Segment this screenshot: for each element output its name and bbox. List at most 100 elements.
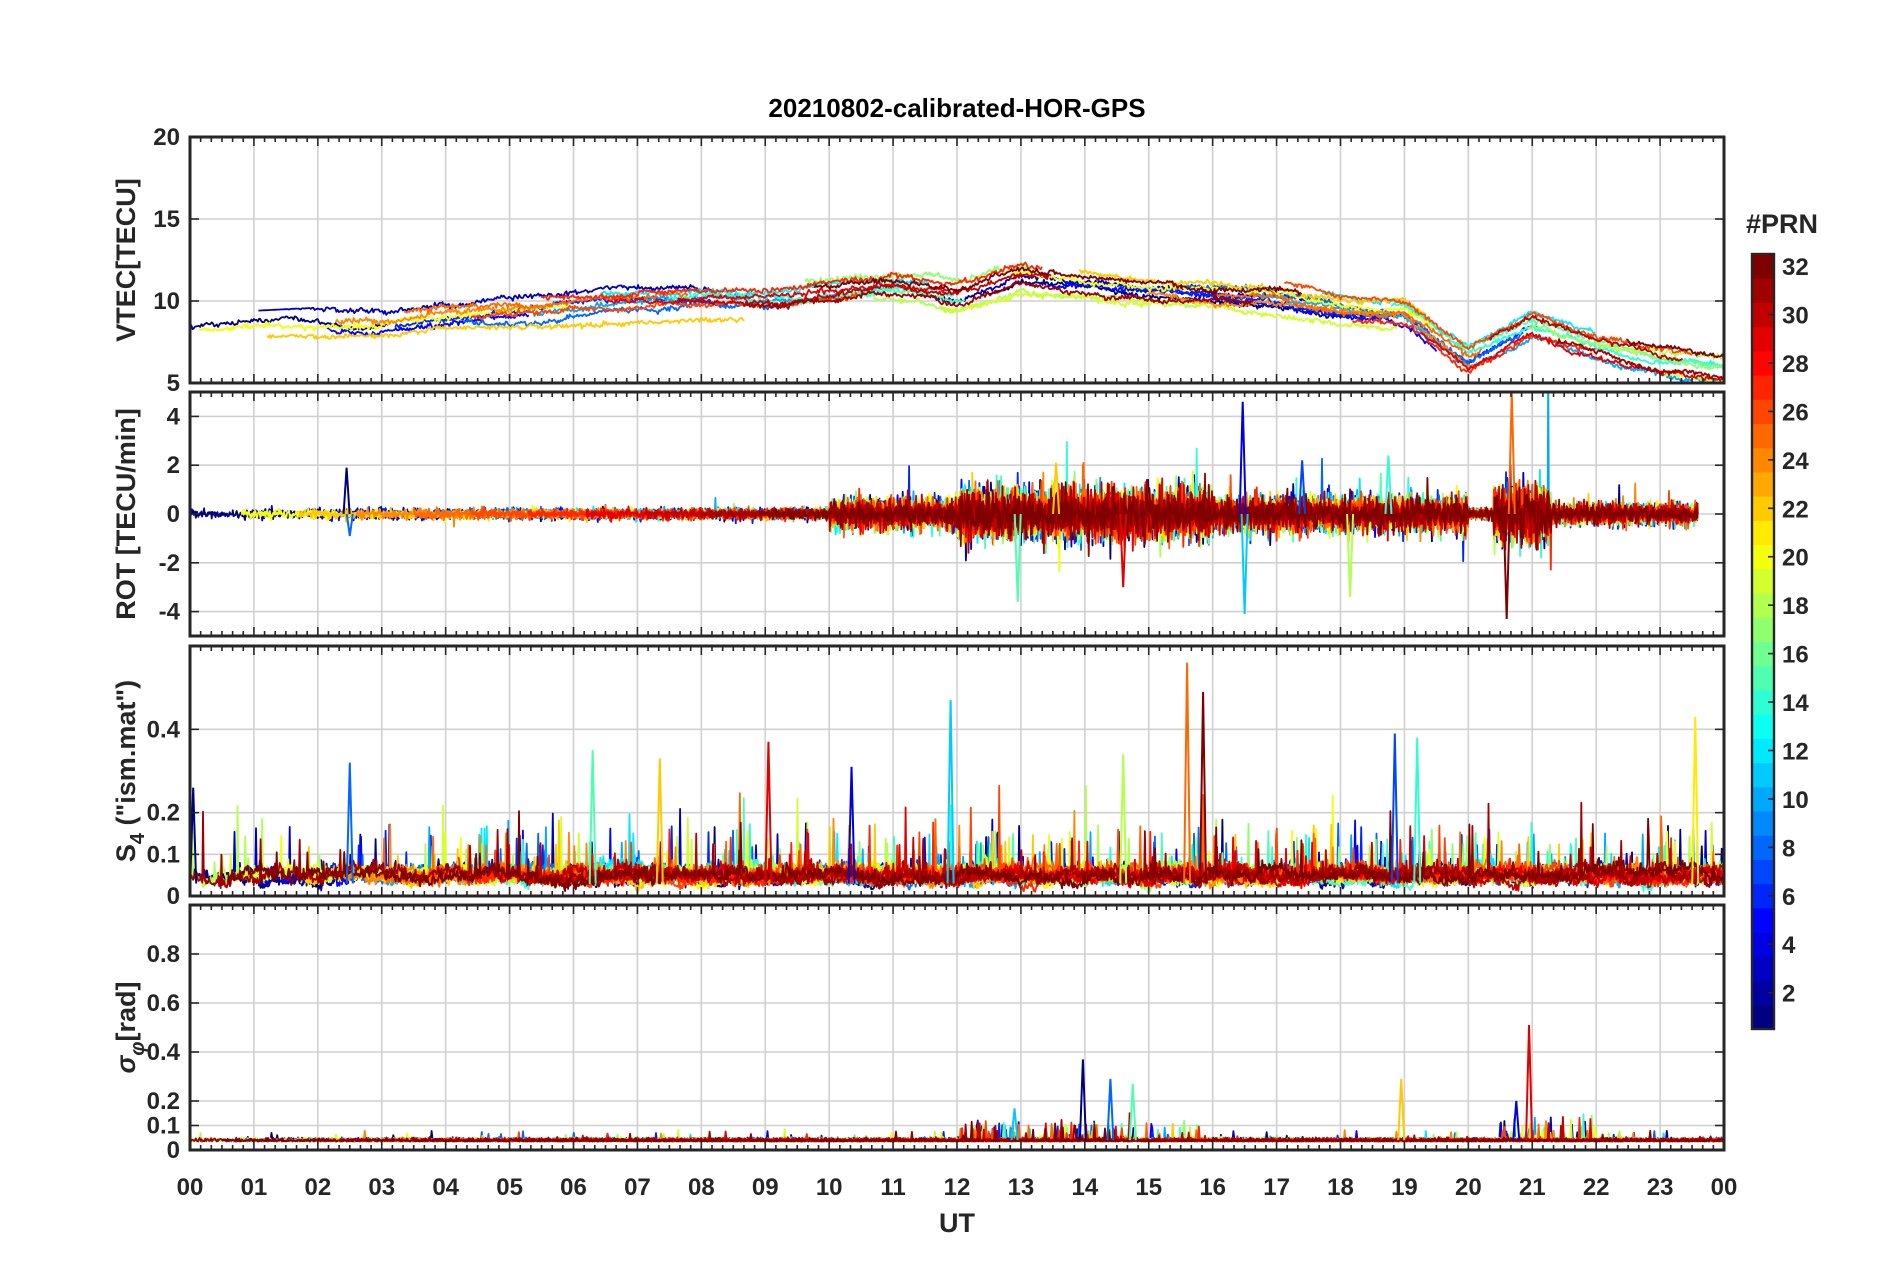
peak-mark — [764, 741, 773, 884]
x-tick-label: 18 — [1327, 1174, 1354, 1201]
colorbar-tick-label: 2 — [1782, 981, 1795, 1008]
x-tick-label: 02 — [304, 1174, 331, 1201]
series-prn-32 — [758, 464, 1699, 551]
colorbar-segment — [1752, 883, 1774, 909]
panel-4: 00.10.2 0.4 0.6 0.8 σφ[rad] — [111, 903, 1726, 1164]
x-tick-label: 06 — [560, 1174, 587, 1201]
y-axis-label: S4 ("ism.mat") — [111, 680, 149, 862]
y-tick-label: 0.4 — [147, 716, 181, 743]
peak-mark — [345, 762, 354, 884]
colorbar-segment — [1752, 714, 1774, 739]
x-tick-label: 16 — [1199, 1174, 1226, 1201]
colorbar-frame — [1750, 252, 1776, 1031]
peak-mark — [1512, 1100, 1521, 1141]
peak-mark — [847, 766, 856, 884]
x-tick-label: 21 — [1519, 1174, 1546, 1201]
series-prn-31 — [745, 280, 1255, 310]
colorbar-segment — [1752, 520, 1774, 546]
y-tick-label: -2 — [159, 550, 180, 577]
x-tick-label: 19 — [1391, 1174, 1418, 1201]
x-tick-label: 09 — [752, 1174, 779, 1201]
y-axis-label: VTEC[TECU] — [111, 178, 141, 342]
colorbar-segment — [1752, 665, 1774, 691]
x-tick-label: 05 — [496, 1174, 523, 1201]
y-tick-label: 0.1 — [147, 841, 180, 868]
peak-mark — [342, 467, 351, 515]
x-axis-label: UT — [939, 1208, 975, 1238]
colorbar-tick-label: 30 — [1782, 303, 1809, 330]
colorbar-segment — [1752, 447, 1774, 473]
peak-mark — [588, 750, 597, 884]
y-tick-label: 2 — [167, 452, 180, 479]
y-tick-label: -4 — [159, 599, 181, 626]
colorbar-segment — [1752, 375, 1774, 400]
peak-mark — [1413, 737, 1422, 884]
colorbar-segment — [1752, 471, 1774, 497]
colorbar-tick-label: 22 — [1782, 496, 1809, 523]
peak-mark — [1010, 1108, 1019, 1141]
peak-mark — [1199, 691, 1208, 884]
colorbar-tick-label: 32 — [1782, 254, 1809, 281]
colorbar-segment — [1752, 617, 1774, 642]
x-tick-label: 03 — [368, 1174, 395, 1201]
colorbar-tick-label: 14 — [1782, 690, 1809, 717]
peak-mark — [1183, 662, 1192, 884]
y-tick-label: 5 — [167, 370, 180, 397]
colorbar-segment — [1752, 811, 1774, 836]
x-tick-label: 00 — [177, 1174, 204, 1201]
y-tick-label: 4 — [167, 403, 181, 430]
series-prn-31 — [190, 801, 1724, 890]
colorbar-tick-label: 24 — [1782, 448, 1809, 475]
x-tick-label: 12 — [944, 1174, 971, 1201]
y-tick-label: 0.2 — [147, 1088, 180, 1115]
series-group — [190, 662, 1724, 894]
y-axis-label-main: σ — [111, 1055, 141, 1074]
peak-mark — [1502, 513, 1511, 619]
series-prn-5 — [326, 312, 530, 337]
panel-1: 5 10 15 20 VTEC[TECU] — [111, 124, 1726, 397]
colorbar-segment — [1752, 786, 1774, 812]
colorbar-tick-label: 16 — [1782, 642, 1809, 669]
y-axis-label: ROT [TECU/min] — [111, 408, 141, 619]
series-prn-32 — [221, 1120, 1724, 1143]
x-tick-label: 10 — [816, 1174, 843, 1201]
x-tick-label: 23 — [1647, 1174, 1674, 1201]
x-tick-label: 20 — [1455, 1174, 1482, 1201]
peak-mark — [1298, 460, 1307, 515]
series-prn-25 — [1215, 291, 1483, 358]
series-prn-27 — [540, 261, 1043, 301]
y-axis-label-rest: [rad] — [111, 982, 141, 1042]
colorbar-tick-label: 20 — [1782, 545, 1809, 572]
colorbar-segment — [1752, 738, 1774, 764]
series-prn-32 — [227, 810, 1724, 892]
peak-mark — [1078, 1059, 1087, 1141]
y-tick-label: 0 — [167, 883, 180, 910]
peak-mark — [1106, 1078, 1115, 1141]
colorbar-tick-label: 18 — [1782, 593, 1809, 620]
y-tick-label: 0 — [167, 501, 180, 528]
series-group — [190, 392, 1699, 619]
peak-mark — [1384, 455, 1393, 515]
colorbar-tick-label: 10 — [1782, 787, 1809, 814]
series-prn-24 — [334, 302, 554, 326]
peak-mark — [1507, 392, 1516, 515]
series-prn-30 — [1488, 315, 1684, 362]
x-tick-label: 00 — [1711, 1174, 1738, 1201]
series-prn-22 — [266, 316, 745, 340]
colorbar-segment — [1752, 568, 1774, 594]
y-axis-label-sub: 4 — [127, 832, 149, 844]
y-tick-label: 0.4 — [147, 1039, 181, 1066]
colorbar-segment — [1752, 1004, 1774, 1030]
colorbar-tick-label: 26 — [1782, 399, 1809, 426]
y-axis-label: σφ[rad] — [111, 982, 149, 1074]
colorbar-title: #PRN — [1746, 209, 1818, 239]
x-ticks — [189, 646, 1725, 896]
x-tick-label: 13 — [1008, 1174, 1035, 1201]
series-prn-32 — [813, 266, 1303, 296]
colorbar-segment — [1752, 689, 1774, 715]
x-ticks — [189, 137, 1725, 383]
series-prn-17 — [804, 262, 1034, 286]
y-axis-label-main: S — [111, 844, 141, 862]
